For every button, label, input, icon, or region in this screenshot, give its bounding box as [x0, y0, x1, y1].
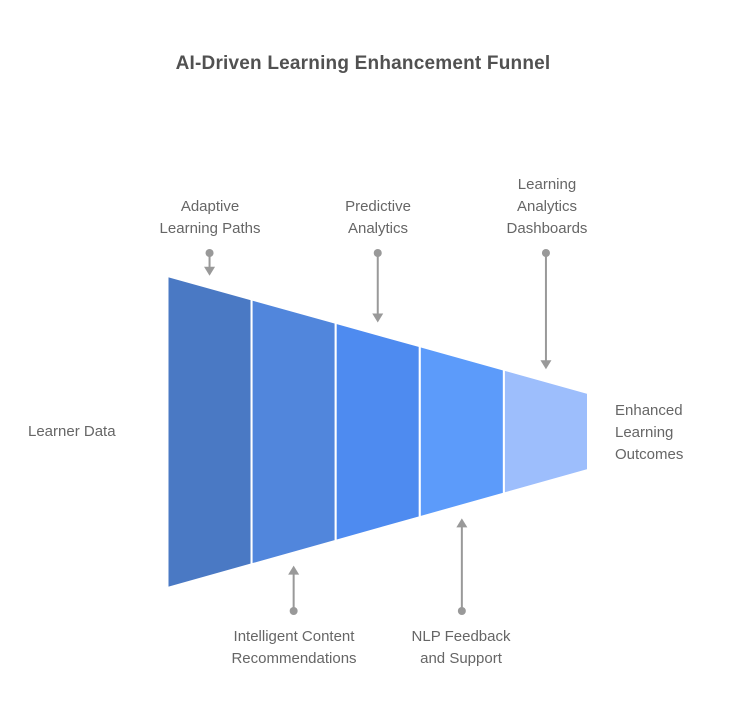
funnel-stage-2 — [334, 321, 421, 542]
funnel-stage-3 — [418, 345, 505, 519]
callout-arrow-4 — [540, 249, 552, 370]
diagram-title: AI-Driven Learning Enhancement Funnel — [175, 53, 551, 74]
callout-adaptive-learning-paths: Adaptive Learning Paths — [159, 198, 261, 237]
callout-arrow-0 — [204, 249, 216, 276]
funnel-stage-4 — [502, 368, 589, 495]
callout-predictive-analytics: Predictive Analytics — [345, 198, 411, 237]
callout-arrow-2 — [372, 249, 384, 323]
callout-arrow-3 — [456, 518, 468, 615]
funnel-input-label: Learner Data — [28, 423, 116, 440]
callout-nlp-feedback-and-support: NLP Feedback and Support — [411, 628, 511, 667]
funnel-output-label: Enhanced Learning Outcomes — [615, 402, 684, 463]
callout-intelligent-content-recommendations: Intelligent Content Recommendations — [231, 628, 357, 667]
callout-learning-analytics-dashboards: Learning Analytics Dashboards — [506, 176, 588, 237]
funnel-stage-0 — [166, 275, 253, 589]
callout-arrow-1 — [288, 565, 300, 615]
funnel-stage-1 — [250, 298, 337, 566]
